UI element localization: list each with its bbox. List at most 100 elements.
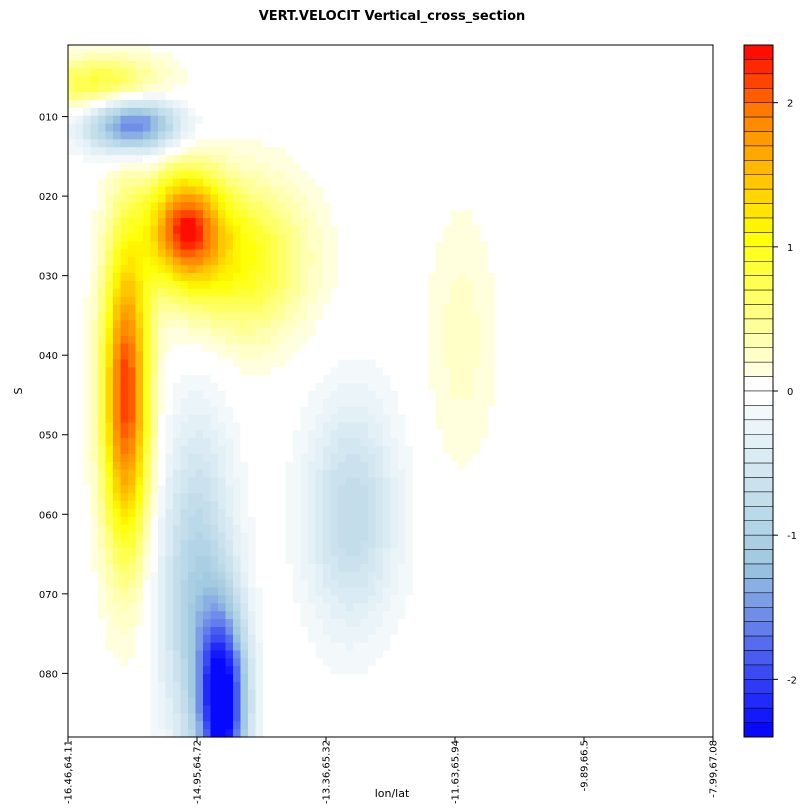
heatmap-cell: [308, 233, 317, 243]
heatmap-cell: [368, 273, 377, 282]
heatmap-cell: [285, 233, 294, 243]
heatmap-cell: [360, 210, 369, 219]
heatmap-cell: [668, 225, 677, 235]
heatmap-cell: [623, 139, 632, 148]
heatmap-cell: [75, 273, 84, 282]
heatmap-cell: [105, 45, 114, 54]
heatmap-cell: [690, 257, 699, 266]
heatmap-cell: [308, 92, 317, 101]
heatmap-cell: [555, 391, 564, 400]
heatmap-cell: [360, 359, 369, 369]
heatmap-cell: [233, 170, 242, 180]
heatmap-cell: [353, 383, 362, 392]
heatmap-cell: [623, 241, 632, 251]
heatmap-cell: [218, 438, 227, 447]
heatmap-cell: [585, 84, 594, 93]
heatmap-cell: [68, 115, 77, 125]
heatmap-cell: [300, 273, 309, 282]
heatmap-cell: [285, 84, 294, 93]
heatmap-cell: [345, 398, 354, 408]
heatmap-cell: [90, 453, 99, 463]
heatmap-cell: [705, 477, 714, 486]
heatmap-cell: [638, 155, 647, 164]
heatmap-cell: [300, 115, 309, 125]
heatmap-cell: [278, 194, 287, 203]
heatmap-cell: [465, 343, 474, 353]
heatmap-cell: [555, 422, 564, 431]
heatmap-cell: [338, 52, 347, 62]
heatmap-cell: [458, 446, 467, 455]
heatmap-cell: [165, 328, 174, 337]
heatmap-cell: [255, 265, 264, 274]
heatmap-cell: [300, 304, 309, 313]
heatmap-cell: [548, 107, 557, 117]
heatmap-cell: [75, 280, 84, 290]
heatmap-cell: [338, 367, 347, 376]
heatmap-cell: [263, 84, 272, 93]
heatmap-cell: [233, 335, 242, 345]
heatmap-cell: [195, 383, 204, 392]
heatmap-cell: [105, 383, 114, 392]
heatmap-cell: [158, 296, 167, 306]
heatmap-cell: [300, 170, 309, 180]
heatmap-cell: [270, 453, 279, 463]
heatmap-cell: [645, 60, 654, 70]
heatmap-cell: [255, 493, 264, 502]
heatmap-cell: [473, 312, 482, 321]
heatmap-cell: [150, 367, 159, 376]
heatmap-cell: [645, 446, 654, 455]
heatmap-cell: [645, 343, 654, 353]
heatmap-cell: [443, 446, 452, 455]
heatmap-cell: [518, 312, 527, 321]
heatmap-cell: [143, 351, 152, 361]
heatmap-cell: [323, 225, 332, 235]
heatmap-cell: [443, 414, 452, 424]
heatmap-cell: [120, 351, 129, 361]
heatmap-cell: [338, 131, 347, 140]
heatmap-cell: [323, 273, 332, 282]
heatmap-cell: [578, 430, 587, 439]
heatmap-cell: [630, 288, 639, 298]
heatmap-cell: [675, 477, 684, 486]
heatmap-cell: [638, 469, 647, 479]
heatmap-cell: [135, 391, 144, 400]
heatmap-cell: [480, 406, 489, 416]
heatmap-cell: [180, 438, 189, 447]
heatmap-cell: [428, 469, 437, 479]
heatmap-cell: [705, 446, 714, 455]
heatmap-cell: [135, 351, 144, 361]
heatmap-cell: [98, 147, 107, 156]
heatmap-cell: [503, 375, 512, 384]
heatmap-cell: [105, 100, 114, 109]
heatmap-cell: [180, 202, 189, 211]
heatmap-cell: [338, 296, 347, 306]
heatmap-cell: [68, 312, 77, 321]
heatmap-cell: [638, 60, 647, 70]
heatmap-cell: [165, 92, 174, 101]
heatmap-cell: [683, 115, 692, 125]
heatmap-cell: [495, 115, 504, 125]
heatmap-cell: [405, 170, 414, 180]
heatmap-cell: [113, 469, 122, 479]
heatmap-cell: [548, 383, 557, 392]
heatmap-cell: [435, 493, 444, 502]
heatmap-cell: [173, 60, 182, 70]
heatmap-cell: [533, 453, 542, 463]
heatmap-cell: [308, 123, 317, 133]
heatmap-cell: [398, 186, 407, 196]
heatmap-cell: [510, 147, 519, 156]
heatmap-cell: [255, 280, 264, 290]
heatmap-cell: [105, 312, 114, 321]
heatmap-cell: [390, 92, 399, 101]
heatmap-cell: [645, 170, 654, 180]
heatmap-cell: [270, 225, 279, 235]
heatmap-cell: [263, 52, 272, 62]
heatmap-cell: [248, 304, 257, 313]
heatmap-cell: [210, 92, 219, 101]
heatmap-cell: [158, 343, 167, 353]
heatmap-cell: [180, 406, 189, 416]
heatmap-cell: [105, 430, 114, 439]
heatmap-cell: [698, 225, 707, 235]
heatmap-cell: [443, 469, 452, 479]
heatmap-cell: [345, 288, 354, 298]
